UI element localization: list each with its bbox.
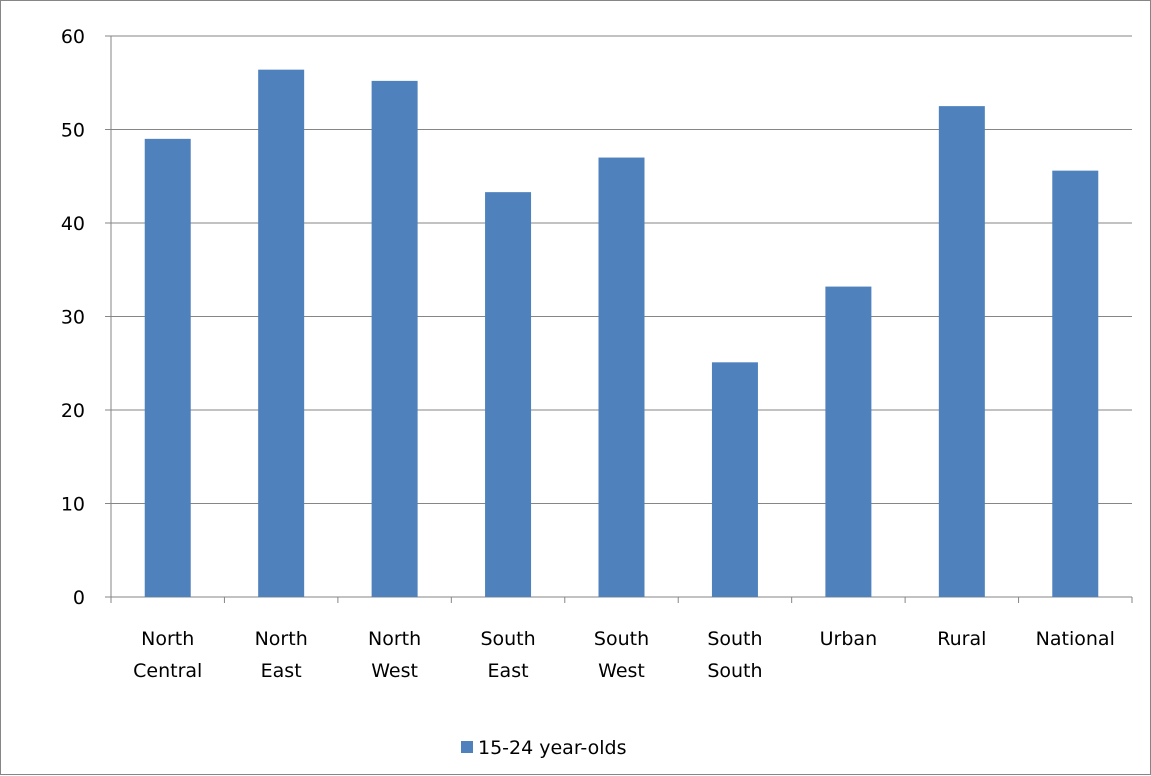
y-tick-label: 60 [61, 26, 85, 48]
y-tick-label: 0 [73, 587, 85, 609]
x-category-label: South [480, 628, 535, 650]
legend: 15-24 year-olds [461, 737, 627, 759]
bar [258, 69, 305, 597]
legend-swatch [461, 741, 473, 753]
y-tick-label: 20 [61, 400, 85, 422]
bar [825, 286, 872, 597]
bar [598, 157, 645, 598]
x-axis-category-labels: North Central North East North West South East S… [133, 628, 1115, 682]
y-tick-label: 10 [61, 494, 85, 516]
x-category-label: West [371, 660, 418, 682]
x-category-label: North [368, 628, 421, 650]
y-tick-label: 30 [61, 307, 85, 329]
bars [144, 69, 1099, 598]
bar [711, 362, 758, 597]
y-tick-label: 40 [61, 213, 85, 235]
x-category-label: Urban [820, 628, 877, 650]
bar [144, 138, 191, 597]
y-axis-tick-labels: 0 10 20 30 40 50 60 [61, 26, 85, 609]
x-category-label: South [707, 660, 762, 682]
bar [1052, 170, 1099, 597]
x-category-label: North [141, 628, 194, 650]
x-category-label: South [707, 628, 762, 650]
bar [371, 80, 418, 597]
bar [485, 192, 532, 597]
y-tick-label: 50 [61, 120, 85, 142]
x-category-label: Rural [937, 628, 986, 650]
x-category-label: East [261, 660, 302, 682]
x-category-label: West [598, 660, 645, 682]
bar [938, 106, 985, 597]
x-category-label: Central [133, 660, 202, 682]
x-category-label: National [1036, 628, 1115, 650]
x-category-label: South [594, 628, 649, 650]
legend-label: 15-24 year-olds [478, 737, 627, 759]
x-category-label: East [488, 660, 529, 682]
x-category-label: North [255, 628, 308, 650]
